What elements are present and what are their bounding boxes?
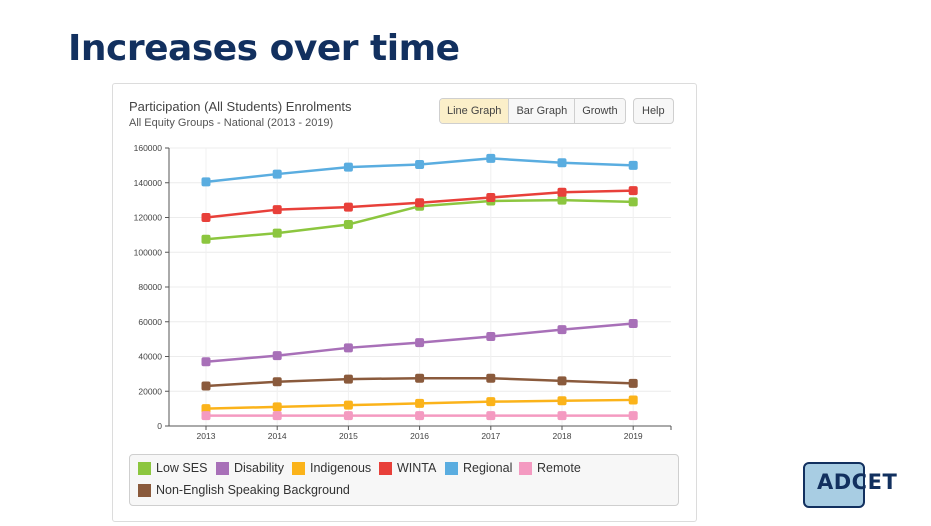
data-point-remote — [557, 411, 567, 421]
y-tick-label: 100000 — [134, 247, 163, 257]
y-tick-label: 0 — [157, 421, 162, 431]
view-toggle-group: Line Graph Bar Graph Growth — [439, 98, 626, 124]
chart-subtitle: All Equity Groups - National (2013 - 201… — [129, 117, 334, 129]
data-point-non-english-speaking-background — [486, 373, 496, 383]
chart-panel: Participation (All Students) Enrolments … — [112, 83, 697, 522]
adcet-logo: ADCET — [803, 462, 907, 508]
data-point-remote — [272, 411, 282, 421]
x-tick-label: 2016 — [410, 431, 429, 441]
legend-item-winta[interactable]: WINTA — [379, 461, 436, 475]
data-point-winta — [628, 186, 638, 196]
legend-item-indigenous[interactable]: Indigenous — [292, 461, 371, 475]
data-point-low-ses — [201, 234, 211, 244]
legend-label: Disability — [234, 461, 285, 475]
data-point-low-ses — [272, 228, 282, 238]
data-point-non-english-speaking-background — [201, 381, 211, 391]
data-point-winta — [272, 205, 282, 215]
x-tick-label: 2013 — [197, 431, 216, 441]
data-point-disability — [415, 338, 425, 348]
y-tick-label: 140000 — [134, 178, 163, 188]
data-point-winta — [201, 213, 211, 222]
y-tick-label: 60000 — [138, 317, 162, 327]
help-button[interactable]: Help — [633, 98, 674, 124]
legend-swatch — [445, 461, 458, 475]
slide-title: Increases over time — [68, 28, 460, 69]
data-point-low-ses — [343, 219, 353, 229]
data-point-non-english-speaking-background — [343, 374, 353, 384]
logo-box — [803, 462, 865, 508]
legend-label: Regional — [463, 461, 513, 475]
x-tick-label: 2019 — [624, 431, 643, 441]
data-point-regional — [557, 158, 567, 168]
data-point-indigenous — [557, 396, 567, 406]
x-tick-label: 2017 — [481, 431, 500, 441]
data-point-non-english-speaking-background — [272, 377, 282, 387]
logo-text: ADCET — [817, 470, 898, 494]
data-point-regional — [486, 153, 496, 163]
y-tick-label: 20000 — [138, 386, 162, 396]
data-point-disability — [272, 351, 282, 361]
legend-item-disability[interactable]: Disability — [216, 461, 284, 475]
data-point-remote — [486, 411, 496, 421]
bar-graph-button[interactable]: Bar Graph — [509, 99, 576, 123]
line-chart: 0 20000 40000 60000 80000 100000 120000 140000 1… — [134, 143, 672, 441]
y-tick-label: 160000 — [134, 143, 163, 153]
y-tick-label: 80000 — [138, 282, 162, 292]
data-point-winta — [557, 187, 567, 197]
chart-title: Participation (All Students) Enrolments — [129, 99, 352, 114]
x-tick-label: 2015 — [339, 431, 358, 441]
data-point-low-ses — [557, 195, 567, 205]
data-point-regional — [201, 177, 211, 187]
legend-label: Low SES — [156, 461, 208, 475]
x-tick-label: 2018 — [553, 431, 572, 441]
legend-swatch — [138, 461, 151, 475]
legend-label: Indigenous — [310, 461, 372, 475]
legend-swatch — [379, 461, 392, 475]
legend-label: Non-English Speaking Background — [156, 483, 350, 497]
legend-swatch — [292, 461, 305, 475]
legend-swatch — [519, 461, 532, 475]
data-point-remote — [343, 411, 353, 421]
data-point-remote — [201, 411, 211, 421]
data-point-winta — [415, 198, 425, 208]
data-point-non-english-speaking-background — [628, 378, 638, 388]
data-point-indigenous — [272, 402, 282, 412]
data-point-indigenous — [343, 400, 353, 410]
data-point-non-english-speaking-background — [415, 373, 425, 383]
data-point-disability — [628, 318, 638, 328]
y-tick-label: 120000 — [134, 213, 163, 223]
legend-item-regional[interactable]: Regional — [445, 461, 512, 475]
data-point-non-english-speaking-background — [557, 376, 567, 386]
legend-item-remote[interactable]: Remote — [519, 461, 581, 475]
data-point-indigenous — [201, 404, 211, 414]
data-point-remote — [628, 411, 638, 421]
data-point-remote — [415, 411, 425, 421]
data-point-regional — [628, 160, 638, 170]
legend-item-nesb[interactable]: Non-English Speaking Background — [138, 483, 350, 497]
data-point-low-ses — [628, 197, 638, 207]
data-point-indigenous — [628, 395, 638, 405]
growth-button[interactable]: Growth — [575, 99, 625, 123]
y-tick-label: 40000 — [138, 352, 162, 362]
data-point-disability — [486, 332, 496, 342]
data-point-indigenous — [415, 398, 425, 408]
data-point-disability — [343, 343, 353, 353]
data-point-regional — [343, 162, 353, 172]
data-point-regional — [272, 169, 282, 179]
legend-swatch — [216, 461, 229, 475]
chart-legend: Low SES Disability Indigenous WINTA Regi… — [129, 454, 679, 506]
data-point-indigenous — [486, 397, 496, 407]
legend-label: Remote — [537, 461, 581, 475]
legend-swatch — [138, 483, 151, 497]
data-point-disability — [557, 325, 567, 335]
data-point-winta — [343, 202, 353, 212]
legend-label: WINTA — [397, 461, 437, 475]
data-point-regional — [415, 160, 425, 170]
legend-item-low-ses[interactable]: Low SES — [138, 461, 207, 475]
data-point-disability — [201, 357, 211, 367]
x-tick-label: 2014 — [268, 431, 287, 441]
data-point-winta — [486, 193, 496, 203]
line-graph-button[interactable]: Line Graph — [440, 99, 510, 123]
